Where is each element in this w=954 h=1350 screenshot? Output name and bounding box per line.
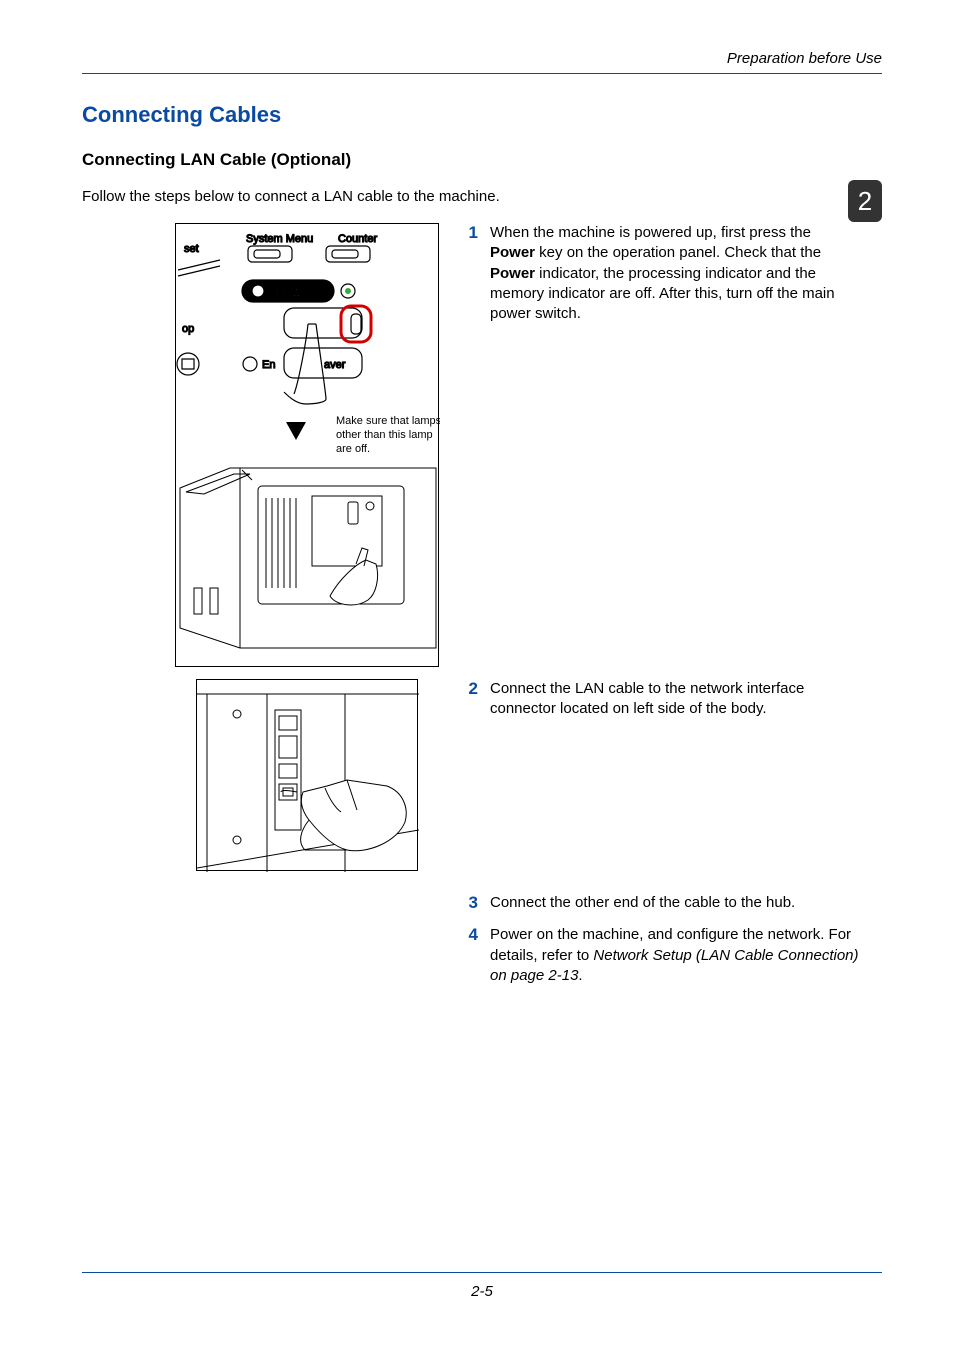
down-arrow-icon	[286, 422, 306, 440]
footer-rule	[82, 1272, 882, 1273]
step-text: Connect the LAN cable to the network int…	[490, 679, 860, 720]
step-number: 3	[460, 893, 490, 913]
label-power: Power	[276, 284, 314, 299]
label-set: set	[184, 243, 199, 255]
step-2-row: 2 Connect the LAN cable to the network i…	[82, 679, 882, 871]
chapter-tab: 2	[848, 180, 882, 222]
label-counter: Counter	[338, 233, 377, 245]
step-text: Power on the machine, and configure the …	[490, 925, 860, 986]
label-aver: aver	[324, 359, 346, 371]
page-number: 2-5	[82, 1283, 882, 1300]
step-4-row: 4 Power on the machine, and configure th…	[82, 925, 882, 986]
intro-text: Follow the steps below to connect a LAN …	[82, 188, 882, 205]
step-text: Connect the other end of the cable to th…	[490, 893, 795, 913]
top-rule	[82, 73, 882, 74]
figure-1-callout-l1: Make sure that lamps	[336, 415, 440, 427]
section-heading: Connecting Cables	[82, 102, 882, 128]
figure-1-callout-l2: other than this lamp	[336, 429, 433, 441]
page-footer: 2-5	[82, 1272, 882, 1300]
figure-1-operation-panel: set op System Menu Counter	[175, 223, 439, 667]
step-3-row: 3 Connect the other end of the cable to …	[82, 893, 882, 913]
step-number: 2	[460, 679, 490, 699]
running-head: Preparation before Use	[82, 50, 882, 67]
figure-2-lan-connector	[196, 679, 418, 871]
label-system-menu: System Menu	[246, 233, 313, 245]
step-text: When the machine is powered up, first pr…	[490, 223, 860, 324]
subsection-heading: Connecting LAN Cable (Optional)	[82, 150, 882, 170]
label-op: op	[182, 323, 194, 335]
label-en: En	[262, 359, 275, 371]
step-1-row: set op System Menu Counter	[82, 223, 882, 667]
step-number: 1	[460, 223, 490, 243]
figure-1-callout-l3: are off.	[336, 443, 370, 455]
step-number: 4	[460, 925, 490, 945]
